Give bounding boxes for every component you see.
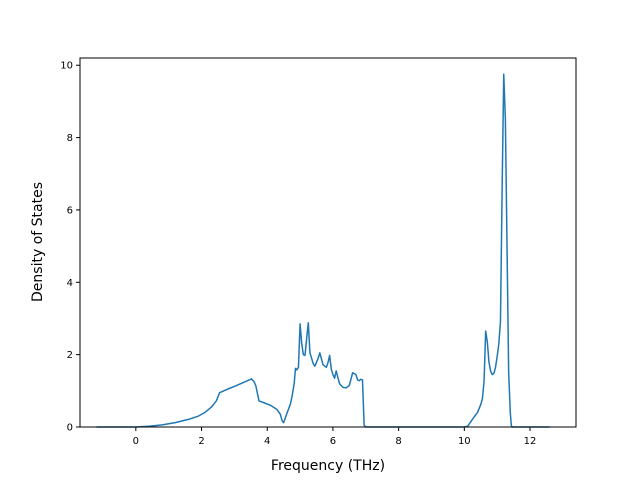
- x-tick-label: 2: [198, 436, 204, 447]
- x-tick-label: 0: [133, 436, 139, 447]
- y-tick-label: 10: [60, 61, 73, 72]
- y-tick-label: 8: [67, 133, 73, 144]
- y-tick-label: 6: [67, 205, 73, 216]
- ticks: 0 2 4 6 8 10 12 0 2 4 6 8 10: [60, 61, 536, 447]
- dos-line: [96, 73, 550, 428]
- x-axis-label: Frequency (THz): [271, 458, 385, 474]
- y-tick-label: 2: [67, 350, 73, 361]
- y-axis-label: Density of States: [30, 182, 46, 302]
- series: [96, 73, 550, 428]
- y-tick-label: 4: [67, 278, 73, 289]
- y-tick-label: 0: [67, 423, 73, 434]
- x-tick-label: 4: [264, 436, 270, 447]
- axes-frame: [79, 57, 577, 428]
- x-tick-label: 12: [524, 436, 537, 447]
- plot-area: [80, 58, 576, 427]
- x-tick-label: 8: [395, 436, 401, 447]
- x-tick-label: 6: [330, 436, 336, 447]
- x-tick-label: 10: [458, 436, 471, 447]
